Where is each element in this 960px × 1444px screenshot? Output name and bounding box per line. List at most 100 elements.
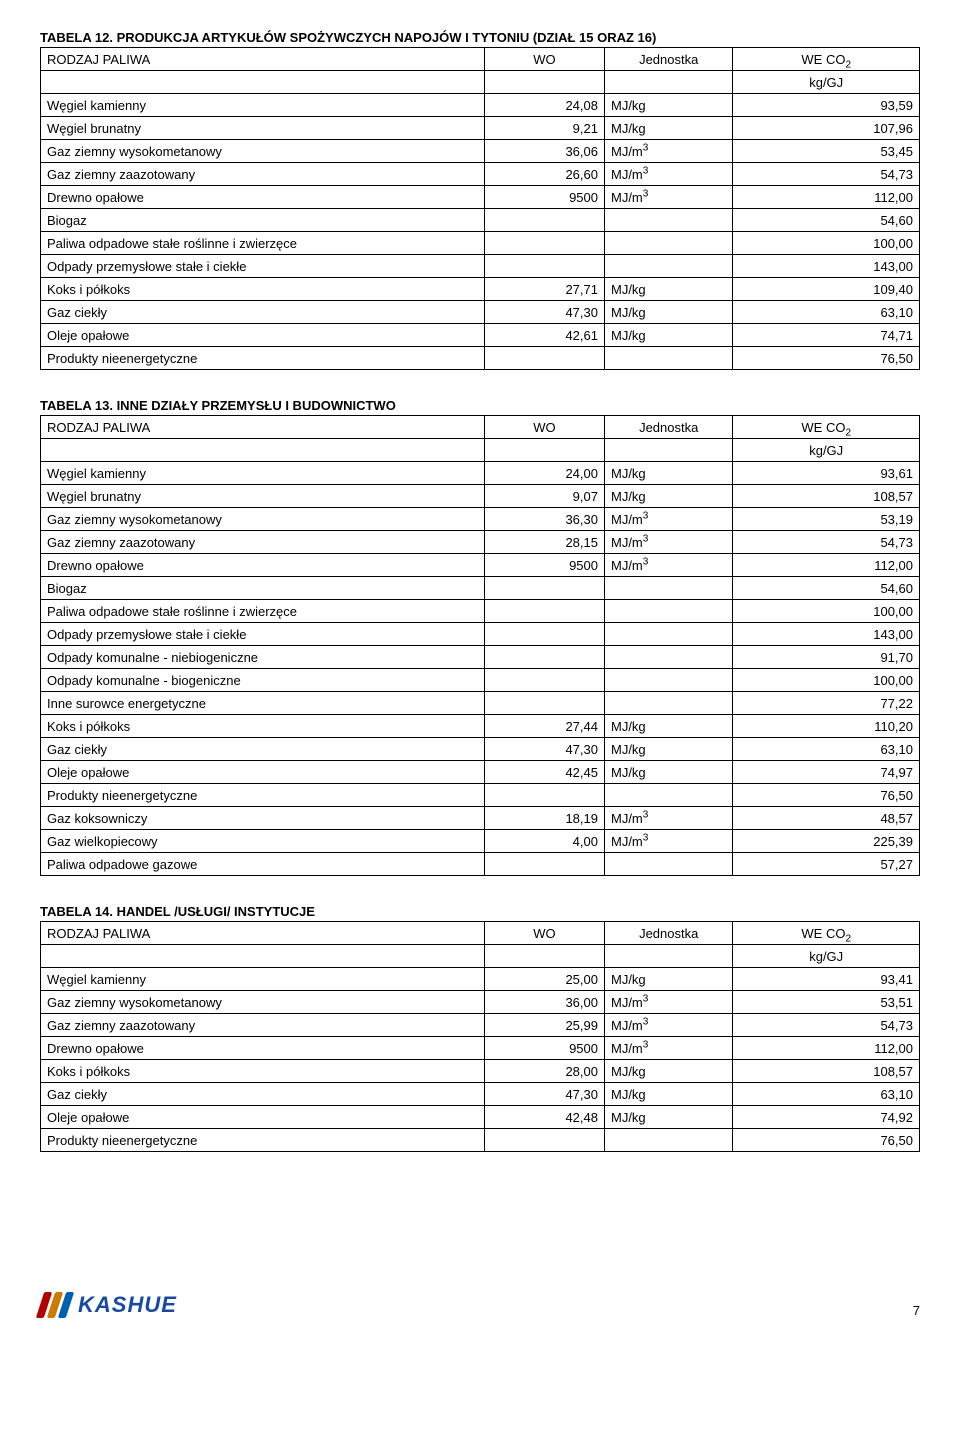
cell-wo bbox=[484, 646, 604, 669]
cell-weco: 54,60 bbox=[733, 209, 920, 232]
table-unit-row: kg/GJ bbox=[41, 945, 920, 968]
cell-unit: MJ/kg bbox=[604, 1106, 732, 1129]
cell-wo: 9500 bbox=[484, 1037, 604, 1060]
table-caption: TABELA 14. HANDEL /USŁUGI/ INSTYTUCJE bbox=[40, 904, 920, 919]
cell-name: Odpady komunalne - niebiogeniczne bbox=[41, 646, 485, 669]
cell-unit: MJ/kg bbox=[604, 738, 732, 761]
cell-name: Oleje opałowe bbox=[41, 761, 485, 784]
logo-text: KASHUE bbox=[78, 1292, 177, 1318]
cell-name: Produkty nieenergetyczne bbox=[41, 347, 485, 370]
empty-cell bbox=[604, 439, 732, 462]
cell-weco: 93,61 bbox=[733, 462, 920, 485]
cell-name: Produkty nieenergetyczne bbox=[41, 1129, 485, 1152]
cell-name: Węgiel brunatny bbox=[41, 117, 485, 140]
table-row: Paliwa odpadowe gazowe57,27 bbox=[41, 853, 920, 876]
cell-weco: 74,71 bbox=[733, 324, 920, 347]
table-row: Biogaz54,60 bbox=[41, 209, 920, 232]
cell-weco: 112,00 bbox=[733, 1037, 920, 1060]
cell-unit: MJ/kg bbox=[604, 94, 732, 117]
cell-wo: 36,30 bbox=[484, 508, 604, 531]
table-header-row: RODZAJ PALIWAWOJednostkaWE CO2 bbox=[41, 416, 920, 439]
cell-wo bbox=[484, 853, 604, 876]
col-header-wo: WO bbox=[484, 48, 604, 71]
cell-unit bbox=[604, 784, 732, 807]
cell-wo bbox=[484, 255, 604, 278]
cell-name: Gaz ziemny zaazotowany bbox=[41, 531, 485, 554]
cell-wo: 42,48 bbox=[484, 1106, 604, 1129]
cell-name: Węgiel kamienny bbox=[41, 462, 485, 485]
table-row: Koks i półkoks28,00MJ/kg108,57 bbox=[41, 1060, 920, 1083]
table-row: Gaz ciekły47,30MJ/kg63,10 bbox=[41, 1083, 920, 1106]
table-row: Drewno opałowe9500MJ/m3112,00 bbox=[41, 554, 920, 577]
table-row: Węgiel brunatny9,21MJ/kg107,96 bbox=[41, 117, 920, 140]
table-block: TABELA 12. PRODUKCJA ARTYKUŁÓW SPOŻYWCZY… bbox=[40, 30, 920, 370]
table-unit-row: kg/GJ bbox=[41, 439, 920, 462]
col-header-wo: WO bbox=[484, 922, 604, 945]
cell-weco: 100,00 bbox=[733, 669, 920, 692]
cell-name: Odpady przemysłowe stałe i ciekłe bbox=[41, 623, 485, 646]
cell-weco: 63,10 bbox=[733, 1083, 920, 1106]
cell-weco: 77,22 bbox=[733, 692, 920, 715]
col-header-weco: WE CO2 bbox=[733, 922, 920, 945]
cell-weco: 107,96 bbox=[733, 117, 920, 140]
cell-weco: 54,73 bbox=[733, 1014, 920, 1037]
cell-weco: 110,20 bbox=[733, 715, 920, 738]
cell-unit: MJ/kg bbox=[604, 324, 732, 347]
cell-wo: 47,30 bbox=[484, 1083, 604, 1106]
table-row: Węgiel kamienny24,08MJ/kg93,59 bbox=[41, 94, 920, 117]
cell-unit: MJ/m3 bbox=[604, 531, 732, 554]
table-block: TABELA 14. HANDEL /USŁUGI/ INSTYTUCJE ROD… bbox=[40, 904, 920, 1152]
table-row: Odpady przemysłowe stałe i ciekłe143,00 bbox=[41, 623, 920, 646]
cell-weco: 93,41 bbox=[733, 968, 920, 991]
table-row: Gaz ziemny wysokometanowy36,30MJ/m353,19 bbox=[41, 508, 920, 531]
table-row: Odpady komunalne - niebiogeniczne91,70 bbox=[41, 646, 920, 669]
table-header-row: RODZAJ PALIWAWOJednostkaWE CO2 bbox=[41, 48, 920, 71]
cell-wo: 24,08 bbox=[484, 94, 604, 117]
cell-wo: 27,44 bbox=[484, 715, 604, 738]
cell-weco: 109,40 bbox=[733, 278, 920, 301]
empty-cell bbox=[484, 945, 604, 968]
cell-unit bbox=[604, 853, 732, 876]
col-header-wo: WO bbox=[484, 416, 604, 439]
col-header-unit: Jednostka bbox=[604, 48, 732, 71]
cell-unit: MJ/kg bbox=[604, 1060, 732, 1083]
table-row: Gaz ciekły47,30MJ/kg63,10 bbox=[41, 301, 920, 324]
table-row: Produkty nieenergetyczne76,50 bbox=[41, 784, 920, 807]
cell-wo bbox=[484, 784, 604, 807]
table-unit-row: kg/GJ bbox=[41, 71, 920, 94]
cell-wo bbox=[484, 692, 604, 715]
cell-weco: 53,45 bbox=[733, 140, 920, 163]
col-header-name: RODZAJ PALIWA bbox=[41, 416, 485, 439]
cell-name: Koks i półkoks bbox=[41, 278, 485, 301]
cell-unit: MJ/m3 bbox=[604, 554, 732, 577]
cell-unit bbox=[604, 692, 732, 715]
cell-weco: 76,50 bbox=[733, 784, 920, 807]
cell-name: Paliwa odpadowe stałe roślinne i zwierzę… bbox=[41, 232, 485, 255]
data-table: RODZAJ PALIWAWOJednostkaWE CO2kg/GJWęgie… bbox=[40, 47, 920, 370]
table-row: Biogaz54,60 bbox=[41, 577, 920, 600]
cell-wo: 47,30 bbox=[484, 301, 604, 324]
cell-wo: 47,30 bbox=[484, 738, 604, 761]
cell-unit bbox=[604, 669, 732, 692]
table-row: Oleje opałowe42,45MJ/kg74,97 bbox=[41, 761, 920, 784]
cell-weco: 57,27 bbox=[733, 853, 920, 876]
cell-unit: MJ/m3 bbox=[604, 163, 732, 186]
cell-unit: MJ/m3 bbox=[604, 508, 732, 531]
logo-stripes bbox=[40, 1292, 70, 1318]
cell-wo: 9500 bbox=[484, 186, 604, 209]
cell-name: Drewno opałowe bbox=[41, 186, 485, 209]
cell-unit bbox=[604, 209, 732, 232]
cell-unit: MJ/m3 bbox=[604, 991, 732, 1014]
table-row: Węgiel brunatny9,07MJ/kg108,57 bbox=[41, 485, 920, 508]
cell-name: Gaz wielkopiecowy bbox=[41, 830, 485, 853]
cell-name: Gaz ziemny wysokometanowy bbox=[41, 508, 485, 531]
table-row: Inne surowce energetyczne77,22 bbox=[41, 692, 920, 715]
cell-name: Węgiel kamienny bbox=[41, 94, 485, 117]
cell-unit bbox=[604, 1129, 732, 1152]
col-header-name: RODZAJ PALIWA bbox=[41, 922, 485, 945]
unit-cell: kg/GJ bbox=[733, 439, 920, 462]
cell-wo: 26,60 bbox=[484, 163, 604, 186]
table-row: Drewno opałowe9500MJ/m3112,00 bbox=[41, 1037, 920, 1060]
cell-unit: MJ/m3 bbox=[604, 140, 732, 163]
table-row: Oleje opałowe42,48MJ/kg74,92 bbox=[41, 1106, 920, 1129]
